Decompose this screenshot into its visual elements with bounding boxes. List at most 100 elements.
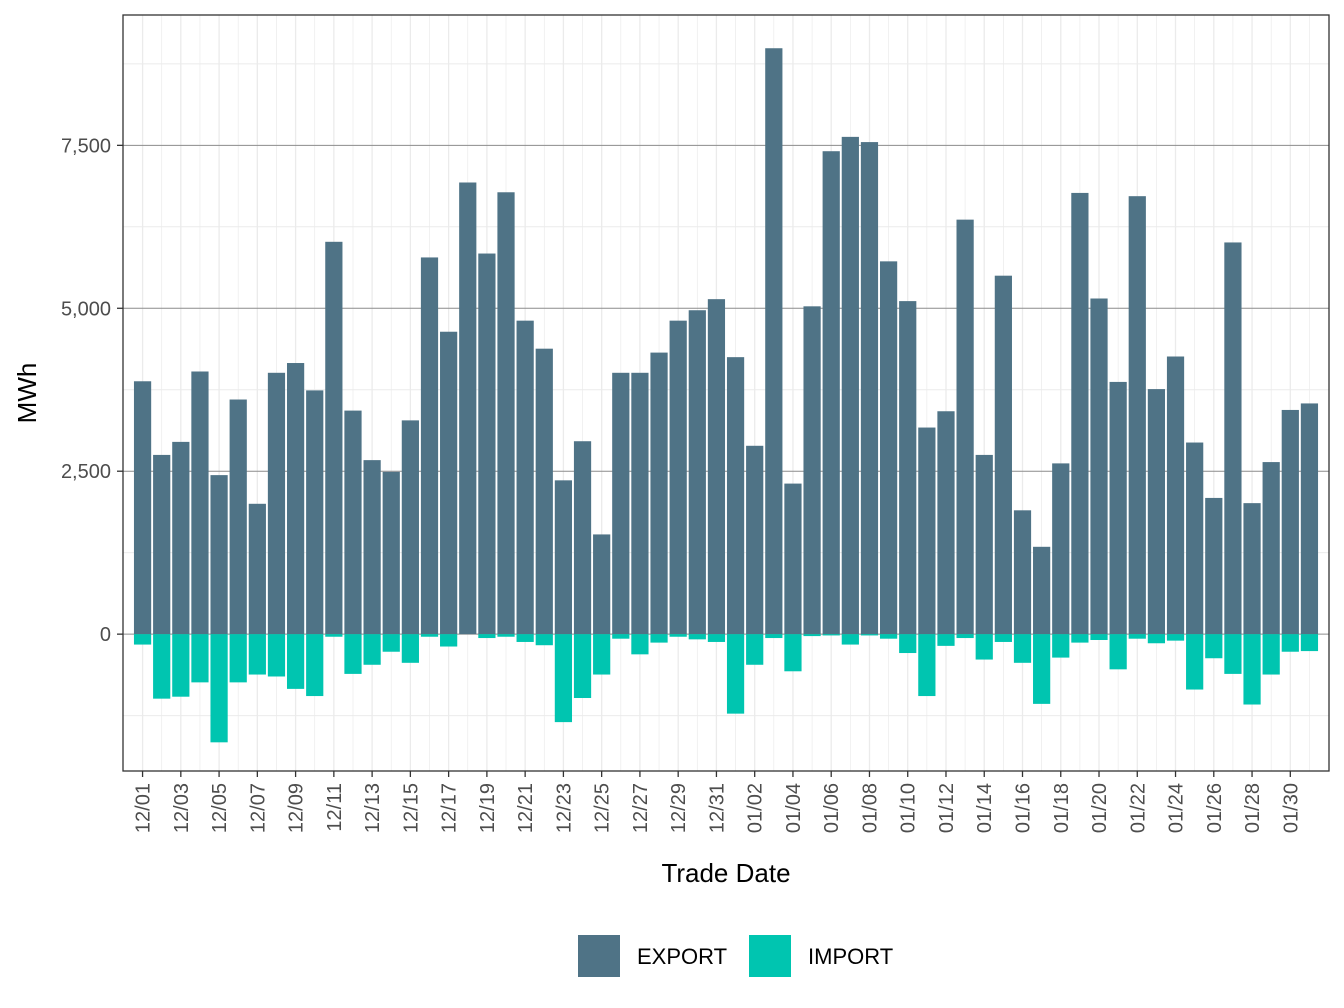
export-bar-12-14 [382,471,400,635]
export-bar-01-30 [1281,409,1299,635]
export-bar-12-05 [210,475,228,635]
x-tick-label: 01/06 [821,783,843,833]
export-bar-12-20 [497,192,515,635]
x-tick-label: 01/16 [1013,783,1035,833]
legend-label-export: EXPORT [637,944,727,969]
export-bar-01-12 [937,411,955,635]
import-bar-01-18 [1052,634,1070,658]
x-tick-label: 01/18 [1051,783,1073,833]
x-axis-title: Trade Date [661,858,790,888]
x-tick-label: 12/15 [400,783,422,833]
import-bar-12-03 [172,634,190,697]
bars-layer [133,48,1319,743]
x-tick-label: 12/09 [286,783,308,833]
import-bar-12-01 [133,634,152,645]
export-bar-01-20 [1090,298,1108,635]
plot-panel-border [122,14,1330,772]
export-bar-01-16 [1013,510,1032,635]
x-tick-label: 01/28 [1242,783,1264,833]
export-bar-01-19 [1071,192,1089,635]
export-bar-01-29 [1262,462,1280,635]
import-bar-12-11 [325,634,343,637]
export-bar-01-01 [726,357,745,635]
y-tick-label: 2,500 [61,461,111,483]
x-tick-label: 12/13 [362,783,384,833]
x-tick-label: 01/20 [1089,783,1111,833]
export-bar-12-01 [133,381,152,635]
export-bar-12-31 [707,299,726,635]
import-bar-01-20 [1090,634,1108,641]
export-bar-01-27 [1224,242,1242,635]
import-bar-01-26 [1205,634,1223,659]
import-bar-01-13 [956,634,974,639]
x-tick-label: 12/01 [133,783,155,833]
y-tick-label: 0 [100,624,111,646]
import-bar-01-25 [1186,634,1204,690]
export-bar-01-02 [746,445,764,635]
axes-layer: 0 2,500 5,000 7,500 12/01 12/03 12/05 12/07 12/0… [61,135,1302,833]
export-bar-12-28 [650,352,668,635]
export-bar-01-25 [1186,442,1204,635]
import-bar-12-26 [612,634,630,639]
export-bar-12-11 [325,241,343,635]
import-bar-01-30 [1281,634,1299,652]
import-bar-01-17 [1033,634,1051,704]
import-bar-12-21 [516,634,534,642]
export-bar-12-09 [286,363,305,635]
x-tick-label: 01/10 [898,783,920,833]
export-bar-01-18 [1052,463,1070,635]
export-bar-01-21 [1109,381,1127,635]
export-bar-12-08 [267,372,286,635]
export-bar-12-04 [191,371,209,635]
export-bar-12-24 [573,441,592,635]
import-bar-01-24 [1166,634,1185,641]
import-bar-12-16 [420,634,439,637]
export-bar-01-04 [784,483,802,635]
x-tick-label: 12/03 [171,783,193,833]
import-bar-12-30 [688,634,706,640]
export-bar-01-17 [1033,546,1051,635]
import-bar-12-04 [191,634,209,683]
import-bar-12-31 [707,634,726,642]
import-bar-01-29 [1262,634,1280,675]
export-bar-12-22 [535,348,553,635]
export-bar-12-13 [363,460,381,635]
export-bar-01-05 [803,306,821,635]
x-tick-label: 12/21 [515,783,537,833]
import-bar-01-12 [937,634,955,646]
export-bar-01-09 [879,261,898,635]
import-bar-12-27 [631,634,649,655]
legend: EXPORT IMPORT [578,935,893,977]
import-bar-12-17 [440,634,458,647]
export-bar-01-06 [822,151,840,635]
x-tick-label: 12/11 [324,783,346,832]
import-bar-01-10 [899,634,917,654]
import-bar-12-06 [229,634,247,683]
y-axis-title: MWh [12,363,42,424]
import-bar-12-29 [669,634,687,637]
import-bar-12-20 [497,634,515,637]
x-tick-label: 12/07 [247,783,269,833]
x-tick-label: 12/19 [477,783,499,833]
import-bar-01-31 [1300,634,1319,652]
x-tick-label: 12/05 [209,783,231,833]
import-bar-12-24 [573,634,592,699]
export-bar-12-15 [401,420,419,635]
export-bar-12-07 [248,503,266,635]
x-tick-label: 01/22 [1127,783,1149,833]
import-bar-01-22 [1128,634,1146,639]
import-bar-01-06 [822,634,840,636]
import-bar-12-25 [593,634,611,675]
x-tick-label: 12/17 [439,783,461,833]
export-bar-01-07 [841,136,859,635]
export-bar-01-15 [994,275,1012,635]
export-bar-12-16 [420,257,439,635]
import-bar-12-12 [344,634,362,674]
import-bar-01-27 [1224,634,1242,674]
import-bar-01-01 [726,634,745,714]
x-tick-label: 01/30 [1280,783,1302,833]
import-bar-01-04 [784,634,802,672]
export-bar-01-08 [860,142,879,635]
export-bar-12-25 [593,534,611,635]
legend-swatch-import [749,935,791,977]
